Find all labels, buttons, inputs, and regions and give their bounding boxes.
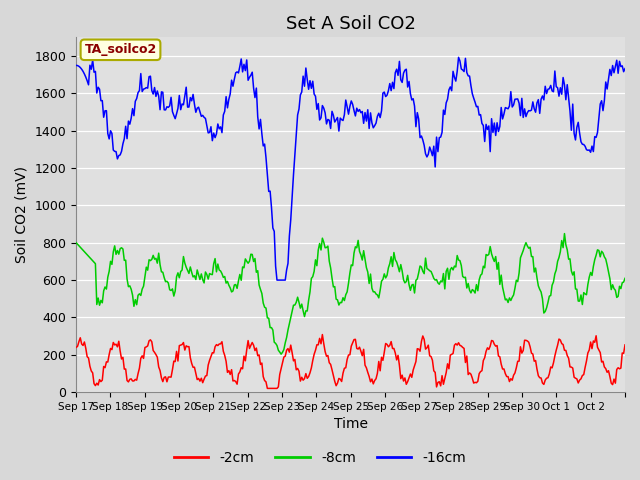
Legend: -2cm, -8cm, -16cm: -2cm, -8cm, -16cm — [168, 445, 472, 471]
Y-axis label: Soil CO2 (mV): Soil CO2 (mV) — [15, 166, 29, 263]
Title: Set A Soil CO2: Set A Soil CO2 — [285, 15, 415, 33]
X-axis label: Time: Time — [333, 418, 367, 432]
Text: TA_soilco2: TA_soilco2 — [84, 43, 157, 56]
